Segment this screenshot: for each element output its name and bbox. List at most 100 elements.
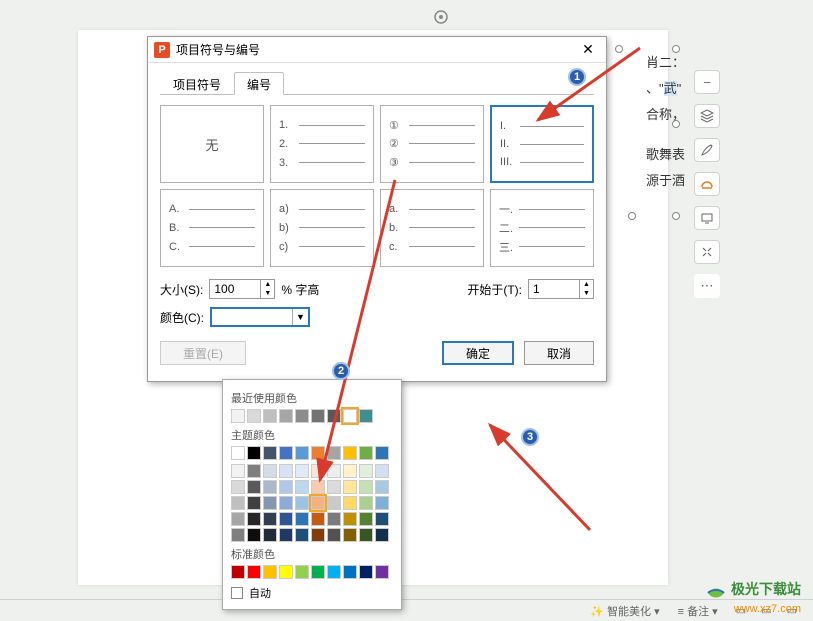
size-spinner[interactable]: ▲▼ (209, 279, 275, 299)
color-swatch[interactable] (359, 446, 373, 460)
color-swatch[interactable] (247, 464, 261, 478)
color-swatch[interactable] (359, 409, 373, 423)
collapse-button[interactable]: − (694, 70, 720, 94)
color-swatch[interactable] (247, 528, 261, 542)
numbering-option-circled[interactable]: ① ② ③ (380, 105, 484, 183)
color-swatch[interactable] (327, 480, 341, 494)
numbering-option-none[interactable]: 无 (160, 105, 264, 183)
screen-icon[interactable] (694, 206, 720, 230)
color-swatch[interactable] (247, 446, 261, 460)
ok-button[interactable]: 确定 (442, 341, 514, 365)
color-swatch[interactable] (247, 512, 261, 526)
close-icon[interactable]: ✕ (576, 40, 600, 60)
color-swatch[interactable] (247, 565, 261, 579)
color-swatch[interactable] (375, 496, 389, 510)
color-swatch[interactable] (295, 512, 309, 526)
color-swatch[interactable] (359, 480, 373, 494)
selection-handle[interactable] (672, 120, 680, 128)
color-swatch[interactable] (375, 464, 389, 478)
color-swatch[interactable] (279, 512, 293, 526)
numbering-option-upper-alpha[interactable]: A. B. C. (160, 189, 264, 267)
color-swatch[interactable] (311, 496, 325, 510)
start-spinner[interactable]: ▲▼ (528, 279, 594, 299)
color-swatch[interactable] (295, 528, 309, 542)
color-swatch[interactable] (247, 480, 261, 494)
color-swatch[interactable] (359, 528, 373, 542)
color-swatch[interactable] (231, 528, 245, 542)
color-swatch[interactable] (263, 528, 277, 542)
rotate-handle-icon[interactable] (432, 8, 450, 26)
color-swatch[interactable] (343, 496, 357, 510)
color-swatch[interactable] (343, 464, 357, 478)
color-swatch[interactable] (327, 496, 341, 510)
cancel-button[interactable]: 取消 (524, 341, 594, 365)
selection-handle[interactable] (672, 45, 680, 53)
color-swatch[interactable] (247, 409, 261, 423)
color-dropdown[interactable]: ▼ (210, 307, 310, 327)
auto-color-option[interactable]: 自动 (231, 585, 393, 601)
spinner-up-icon[interactable]: ▲ (261, 280, 274, 289)
color-swatch[interactable] (327, 409, 341, 423)
layers-icon[interactable] (694, 104, 720, 128)
color-swatch[interactable] (263, 496, 277, 510)
color-swatch[interactable] (343, 565, 357, 579)
chevron-down-icon[interactable]: ▼ (292, 309, 308, 325)
color-swatch[interactable] (311, 528, 325, 542)
color-swatch[interactable] (343, 409, 357, 423)
color-swatch[interactable] (359, 464, 373, 478)
color-swatch[interactable] (295, 480, 309, 494)
color-swatch[interactable] (343, 446, 357, 460)
color-swatch[interactable] (279, 565, 293, 579)
color-swatch[interactable] (375, 446, 389, 460)
color-swatch[interactable] (311, 480, 325, 494)
color-swatch[interactable] (311, 565, 325, 579)
spinner-up-icon[interactable]: ▲ (580, 280, 593, 289)
color-swatch[interactable] (327, 565, 341, 579)
color-swatch[interactable] (279, 409, 293, 423)
color-swatch[interactable] (311, 464, 325, 478)
tab-bullets[interactable]: 项目符号 (160, 72, 234, 95)
color-swatch[interactable] (359, 496, 373, 510)
color-swatch[interactable] (263, 464, 277, 478)
color-swatch[interactable] (343, 480, 357, 494)
color-swatch[interactable] (231, 409, 245, 423)
color-swatch[interactable] (375, 565, 389, 579)
color-swatch[interactable] (375, 528, 389, 542)
numbering-option-lower-dot[interactable]: a. b. c. (380, 189, 484, 267)
color-swatch[interactable] (327, 528, 341, 542)
color-swatch[interactable] (279, 528, 293, 542)
brush-icon[interactable] (694, 138, 720, 162)
color-swatch[interactable] (375, 480, 389, 494)
color-swatch[interactable] (263, 565, 277, 579)
color-swatch[interactable] (375, 512, 389, 526)
color-swatch[interactable] (279, 464, 293, 478)
color-swatch[interactable] (295, 446, 309, 460)
numbering-option-lower-paren[interactable]: a) b) c) (270, 189, 374, 267)
color-swatch[interactable] (311, 512, 325, 526)
color-swatch[interactable] (279, 480, 293, 494)
status-item[interactable]: ✨ 智能美化 ▾ (590, 603, 659, 619)
format-icon[interactable] (694, 172, 720, 196)
color-swatch[interactable] (231, 496, 245, 510)
tab-numbers[interactable]: 编号 (234, 72, 284, 95)
spinner-down-icon[interactable]: ▼ (580, 289, 593, 298)
color-swatch[interactable] (327, 464, 341, 478)
color-swatch[interactable] (263, 480, 277, 494)
numbering-option-chinese[interactable]: 一. 二. 三. (490, 189, 594, 267)
selection-handle[interactable] (672, 212, 680, 220)
size-input[interactable] (210, 280, 260, 298)
color-swatch[interactable] (279, 446, 293, 460)
color-swatch[interactable] (231, 464, 245, 478)
spinner-down-icon[interactable]: ▼ (261, 289, 274, 298)
color-swatch[interactable] (231, 565, 245, 579)
color-swatch[interactable] (295, 496, 309, 510)
color-swatch[interactable] (263, 409, 277, 423)
color-swatch[interactable] (231, 446, 245, 460)
color-swatch[interactable] (263, 512, 277, 526)
color-swatch[interactable] (359, 565, 373, 579)
start-input[interactable] (529, 280, 579, 298)
color-swatch[interactable] (231, 480, 245, 494)
color-swatch[interactable] (343, 528, 357, 542)
tools-icon[interactable] (694, 240, 720, 264)
more-icon[interactable]: ⋯ (694, 274, 720, 298)
